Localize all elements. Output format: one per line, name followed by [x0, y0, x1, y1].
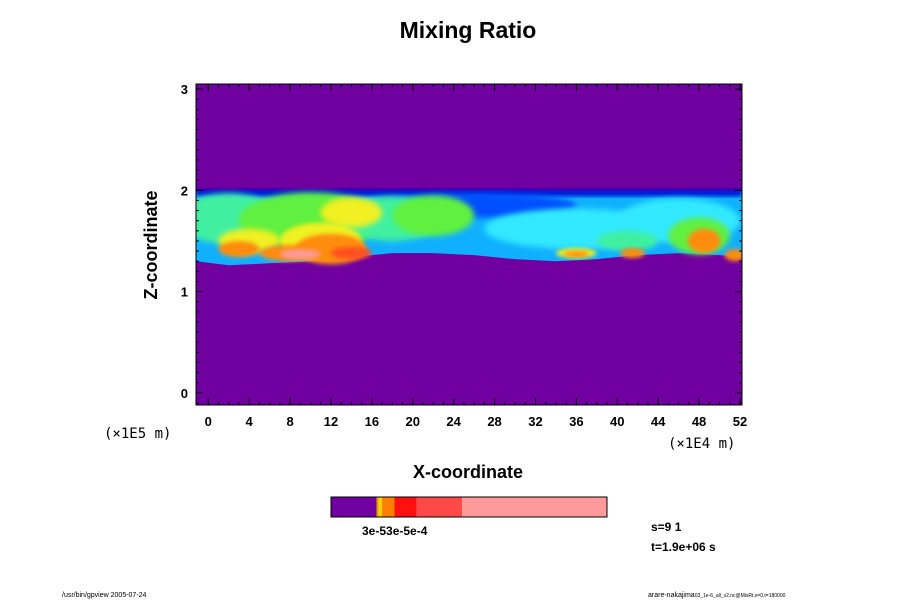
field-blob [330, 247, 372, 260]
colorbar-segment [378, 497, 383, 517]
x-tick-label: 20 [406, 414, 420, 429]
colorbar-segment [394, 497, 417, 517]
field-blob [564, 251, 589, 258]
layer-top-edge [196, 189, 742, 197]
field-blob [320, 197, 383, 228]
field-blob [218, 240, 260, 258]
x-tick-label: 4 [246, 414, 254, 429]
x-tick-label: 44 [651, 414, 666, 429]
colorbar-segment [376, 497, 379, 517]
y-tick-label: 3 [181, 82, 188, 97]
x-tick-label: 32 [528, 414, 542, 429]
x-tick-label: 40 [610, 414, 624, 429]
y-axis-title: Z-coordinate [141, 190, 161, 299]
y-tick-label: 0 [181, 386, 188, 401]
time-annotation: t=1.9e+06 s [651, 540, 716, 554]
x-tick-label: 12 [324, 414, 338, 429]
footer-right-main: arare-nakajima [648, 592, 695, 599]
heatmap-plot-area [196, 84, 742, 405]
colorbar-segment [331, 497, 377, 517]
x-scale-label: (×1E4 m) [668, 436, 735, 452]
footer-right: arare-nakajima03_1e-6_all_v2.nc@MixRt,x=… [648, 592, 786, 599]
colorbar-segment [382, 497, 395, 517]
x-axis-title: X-coordinate [413, 462, 523, 482]
y-tick-label: 2 [181, 183, 188, 198]
chart-title: Mixing Ratio [400, 17, 537, 43]
step-annotation: s=9 1 [651, 520, 682, 534]
y-axis-ticks: 0 1 2 3 [181, 82, 742, 404]
footer-right-detail: 03_1e-6_all_v2.nc@MixRt,x=0,t=180000 [695, 593, 786, 599]
x-tick-label: 8 [286, 414, 293, 429]
field-blob [687, 228, 721, 254]
field-blob [620, 248, 645, 259]
y-tick-label: 1 [181, 285, 188, 300]
colorbar-segment [416, 497, 463, 517]
field-blob [392, 195, 475, 236]
x-tick-label: 28 [487, 414, 501, 429]
colorbar-segment [462, 497, 607, 517]
x-tick-label: 24 [446, 414, 461, 429]
field-blob [596, 230, 659, 252]
field-blob [279, 249, 321, 260]
x-tick-label: 48 [692, 414, 706, 429]
colorbar-label: 3e-53e-5e-4 [362, 524, 428, 538]
x-axis-ticks: 0 4 8 12 16 20 24 28 32 36 40 44 48 52 [205, 84, 747, 429]
mixing-layer-field [196, 189, 742, 266]
plot-frame [195, 83, 743, 406]
footer-left: /usr/bin/gpview 2005-07-24 [62, 592, 147, 599]
colorbar [331, 497, 607, 517]
x-tick-label: 52 [733, 414, 747, 429]
field-blob [724, 249, 742, 262]
x-tick-label: 16 [365, 414, 379, 429]
colorbar-frame [330, 496, 608, 518]
x-tick-label: 0 [205, 414, 212, 429]
y-scale-label: (×1E5 m) [104, 426, 171, 442]
x-tick-label: 36 [569, 414, 583, 429]
